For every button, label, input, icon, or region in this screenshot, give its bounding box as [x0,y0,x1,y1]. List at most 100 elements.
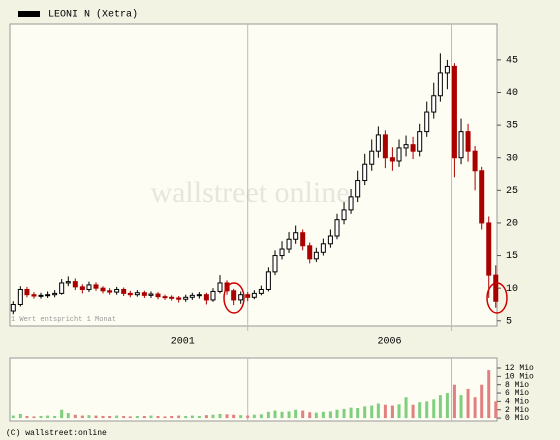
price-panel [9,23,498,327]
volume-bar [39,415,43,419]
candle-body [169,296,175,299]
volume-bar [32,416,36,419]
volume-bar [432,399,436,419]
volume-bar [115,415,119,419]
candle-body [107,290,113,293]
volume-bar [18,413,22,419]
candle-body [410,144,416,152]
candle-body [10,303,16,312]
volume-bar [266,411,270,419]
candle-body [424,111,430,133]
volume-bar [452,384,456,419]
note: 1 Wert entspricht 1 Monat [11,316,116,324]
volume-bar [246,415,250,419]
volume-bar [459,395,463,419]
volume-bar [287,411,291,419]
candle-body [121,288,127,294]
candle-body [389,157,395,162]
y-tick-label: 30 [506,153,518,164]
volume-bar [445,393,449,419]
y-tick-label: 20 [506,219,518,230]
volume-bar [294,409,298,419]
volume-bar [101,415,105,419]
volume-bar [177,415,181,419]
volume-y-tick-label: 2 Mio [505,406,529,415]
volume-bar [128,416,132,419]
candle-body [431,95,437,113]
y-tick-label: 40 [506,88,518,99]
volume-bar [204,415,208,419]
volume-bar [349,407,353,419]
volume-bar [46,415,50,419]
candle-body [203,294,209,301]
volume-bar [404,397,408,419]
candle-body [327,235,333,245]
volume-y-tick-label: 12 Mio [505,364,534,373]
candle-body [265,271,271,290]
watermark: wallstreet online [150,176,349,209]
candle-body [375,134,381,152]
volume-panel [9,357,498,422]
candle-body [238,294,244,301]
volume-y-tick-label: 8 Mio [505,381,529,390]
candle-body [258,288,264,294]
volume-bar [397,404,401,419]
candle-body [148,293,154,296]
candle-body [341,209,347,221]
volume-bar [11,415,15,419]
volume-bar [342,408,346,419]
volume-bar [156,415,160,419]
candle-body [486,222,492,276]
candle-body [472,150,478,172]
candle-body [31,294,37,297]
volume-bar [473,397,477,419]
volume-y-tick-label: 10 Mio [505,372,534,381]
volume-bar [108,415,112,419]
candle-body [162,296,168,299]
candle-body [493,274,499,302]
candle-body [114,288,120,293]
candle-body [403,144,409,149]
candle-body [45,294,51,297]
candle-body [369,150,375,165]
volume-bar [259,414,263,419]
candle-body [93,284,99,289]
volume-bar [308,412,312,419]
candle-body [465,131,471,152]
candle-body [396,147,402,162]
highlight-circle [486,282,508,314]
volume-bar [425,401,429,419]
candle-body [72,281,78,288]
volume-bar [466,388,470,419]
volume-bar [390,405,394,419]
volume-bar [73,414,77,419]
y-tick-label: 5 [506,316,512,327]
candle-body [217,282,223,292]
candle-body [176,297,182,300]
volume-bar [370,405,374,419]
volume-bar [376,403,380,419]
candle-body [155,293,161,298]
volume-bar [225,414,229,419]
y-tick-label: 35 [506,121,518,132]
highlight-circle [223,282,245,314]
volume-bar [480,384,484,419]
candle-body [334,219,340,237]
candle-body [251,292,257,298]
candle-body [196,294,202,297]
volume-bar [252,414,256,419]
x-tick-label: 2001 [171,337,195,348]
volume-bar [383,404,387,419]
candle-body [17,288,23,305]
candle-body [300,232,306,247]
candle-body [141,292,147,296]
volume-bar [170,415,174,419]
volume-bar [87,415,91,419]
candle-body [451,65,457,159]
volume-bar [335,409,339,419]
legend-swatch [18,11,40,17]
volume-bar [314,412,318,419]
volume-bar [53,415,57,419]
y-tick-label: 25 [506,186,518,197]
